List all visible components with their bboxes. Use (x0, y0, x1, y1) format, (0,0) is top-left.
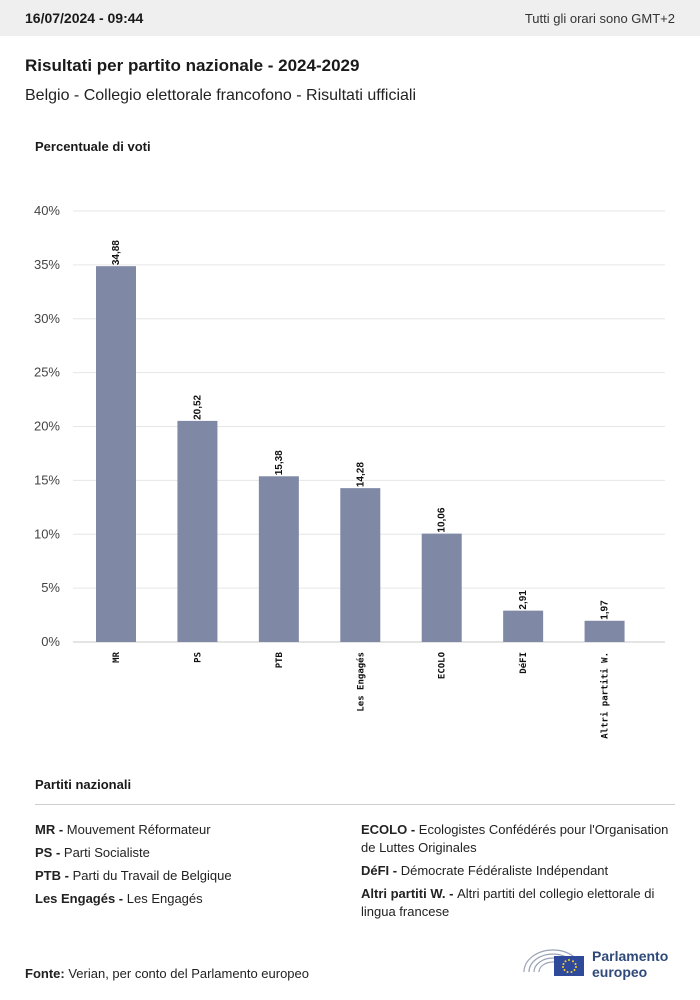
timestamp: 16/07/2024 - 09:44 (25, 10, 144, 26)
y-tick-label: 10% (34, 526, 60, 541)
x-tick-label: ECOLO (438, 651, 448, 679)
top-bar: 16/07/2024 - 09:44 Tutti gli orari sono … (0, 0, 700, 36)
legend-item: PTB - Parti du Travail de Belgique (35, 867, 345, 885)
page-subtitle: Belgio - Collegio elettorale francofono … (25, 87, 417, 104)
legend-title: Partiti nazionali (35, 777, 132, 792)
data-label: 10,06 (437, 507, 448, 532)
data-label: 2,91 (518, 590, 529, 610)
bar (96, 266, 136, 642)
legend-party-name: Parti Socialiste (63, 845, 150, 860)
legend-abbr: ECOLO - (361, 822, 419, 837)
y-tick-label: 30% (34, 311, 60, 326)
data-label: 15,38 (274, 450, 285, 475)
timezone-note: Tutti gli orari sono GMT+2 (524, 10, 675, 26)
x-tick-label: DéFI (518, 652, 529, 674)
logo-line-2: europeo (592, 964, 648, 980)
legend-party-name: Altri partiti del collegio elettorale di… (361, 886, 655, 919)
bar (340, 488, 381, 642)
data-label: 14,28 (355, 462, 366, 487)
legend-abbr: DéFI - (361, 863, 401, 878)
bar (177, 420, 218, 642)
y-axis-label: Percentuale di voti (35, 139, 151, 154)
legend-item: DéFI - Démocrate Fédéraliste Indépendant (361, 862, 675, 880)
y-tick-label: 5% (41, 580, 60, 595)
legend-divider (35, 804, 675, 805)
x-tick-label: MR (112, 651, 122, 662)
bar (421, 533, 462, 642)
legend-item: ECOLO - Ecologistes Confédérés pour l'Or… (361, 821, 675, 857)
data-label: 20,52 (192, 394, 203, 419)
x-tick-label: Altri partiti W. (600, 652, 611, 739)
bar (584, 620, 625, 642)
legend-party-name: Parti du Travail de Belgique (72, 868, 232, 883)
legend-party-name: Les Engagés (126, 891, 203, 906)
legend-item: Les Engagés - Les Engagés (35, 890, 345, 908)
x-tick-label: Les Engagés (355, 652, 366, 712)
bar-chart: 0% 5% 10% 15% 20% 25% 30% 35% 40% 34,88 MR 20,52 PS 1… (34, 203, 665, 739)
data-label: 34,88 (111, 240, 122, 265)
legend-column-left: MR - Mouvement Réformateur PS - Parti Soc… (35, 821, 345, 913)
legend-item: Altri partiti W. - Altri partiti del col… (361, 885, 675, 921)
source-label: Fonte: (25, 966, 65, 981)
legend-party-name: Démocrate Fédéraliste Indépendant (400, 863, 609, 878)
legend-abbr: MR - (35, 822, 67, 837)
page-title: Risultati per partito nazionale - 2024-2… (25, 56, 360, 75)
x-tick-label: PS (193, 652, 203, 663)
parliament-hemicycle-icon (523, 949, 584, 976)
logo-line-1: Parlamento (592, 948, 669, 964)
legend-item: MR - Mouvement Réformateur (35, 821, 345, 839)
y-tick-label: 15% (34, 472, 60, 487)
source-note: Fonte: Verian, per conto del Parlamento … (25, 966, 309, 981)
parliament-logo: Parlamento europeo (520, 942, 680, 982)
y-tick-label: 20% (34, 419, 60, 434)
bar (503, 610, 544, 642)
legend-abbr: PTB - (35, 868, 73, 883)
legend-party-name: Ecologistes Confédérés pour l'Organisati… (361, 822, 669, 855)
data-label: 1,97 (600, 600, 611, 620)
legend-abbr: Les Engagés - (35, 891, 127, 906)
y-tick-label: 0% (41, 634, 60, 649)
x-tick-label: PTB (275, 651, 285, 668)
y-tick-label: 35% (34, 257, 60, 272)
bar (258, 476, 299, 642)
y-tick-label: 40% (34, 203, 60, 218)
legend-party-name: Mouvement Réformateur (66, 822, 211, 837)
legend-abbr: PS - (35, 845, 64, 860)
y-tick-label: 25% (34, 365, 60, 380)
legend-abbr: Altri partiti W. - (361, 886, 458, 901)
source-text: Verian, per conto del Parlamento europeo (64, 966, 309, 981)
legend-item: PS - Parti Socialiste (35, 844, 345, 862)
legend-column-right: ECOLO - Ecologistes Confédérés pour l'Or… (361, 821, 675, 926)
